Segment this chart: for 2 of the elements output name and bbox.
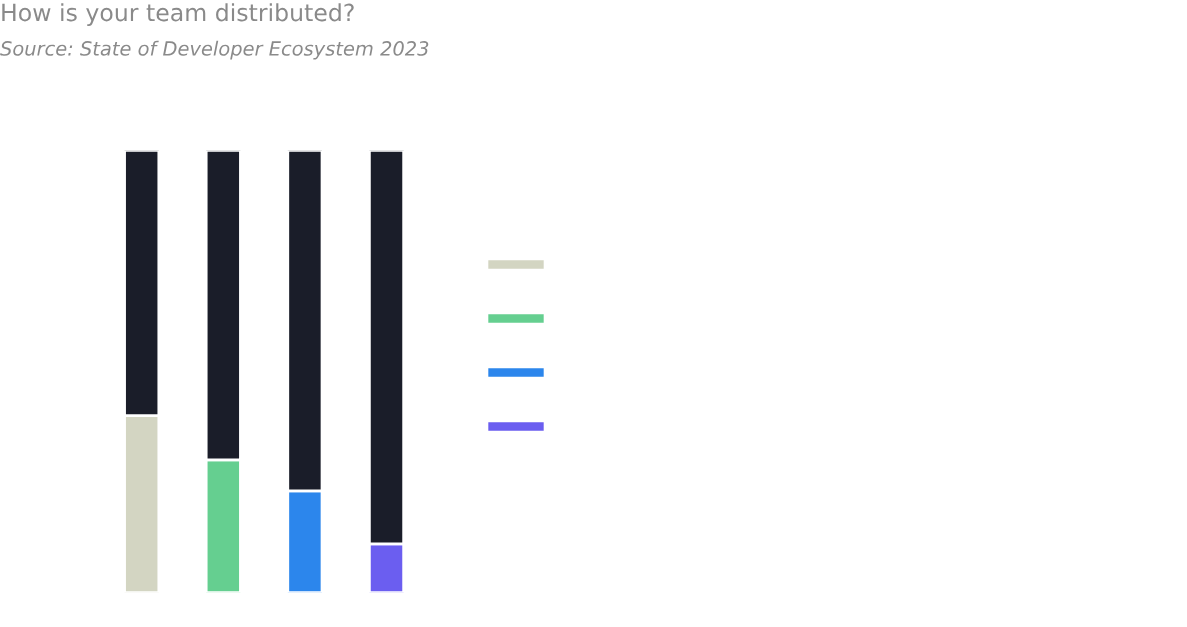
chart-title: How is your team distributed? xyxy=(2,3,354,26)
chart-subtitle: Source: State of Developer Ecosystem 2023 xyxy=(0,40,429,60)
